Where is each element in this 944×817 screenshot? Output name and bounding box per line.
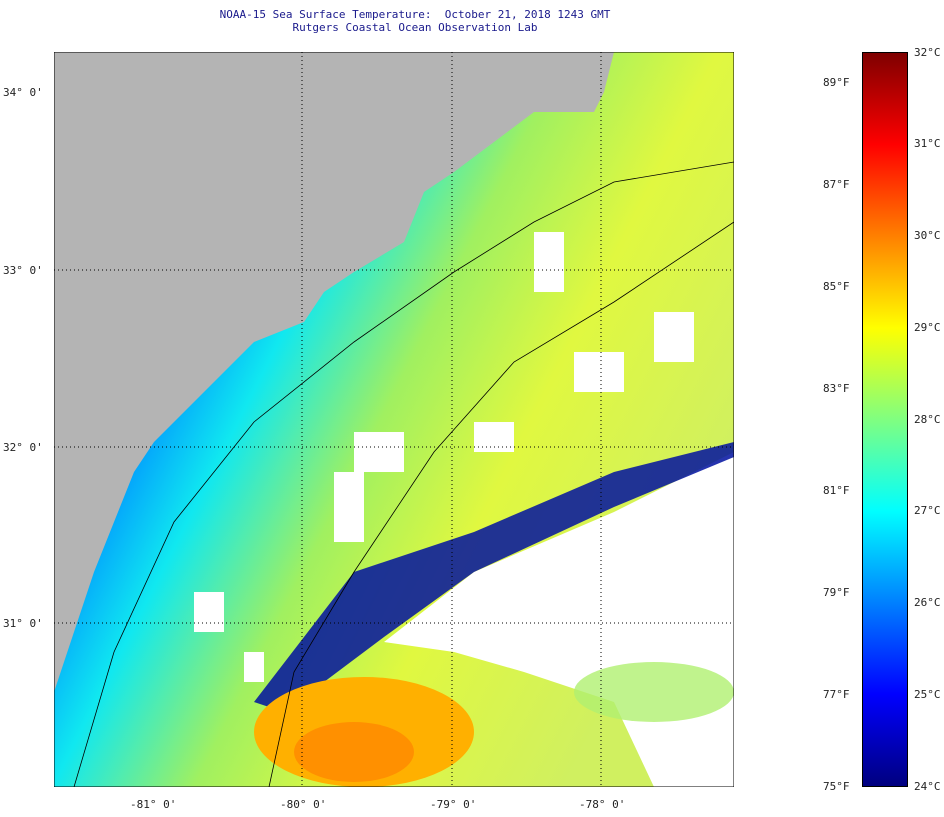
graticule [54,52,734,787]
celsius-label: 24°C [914,780,941,793]
lon-label: -81° 0' [130,798,177,811]
celsius-label: 32°C [914,46,941,59]
warm-patch [574,662,734,722]
land [54,52,614,692]
fahrenheit-label: 87°F [823,177,850,191]
fahrenheit-label: 85°F [823,279,850,293]
celsius-label: 29°C [914,320,941,334]
cold-band [254,442,734,712]
fahrenheit-label: 75°F [823,780,850,793]
lat-label: 33° 0' [3,264,43,277]
warm-patch [294,722,414,782]
colorbar [862,52,908,787]
map-subtitle: Rutgers Coastal Ocean Observation Lab [292,21,538,34]
fahrenheit-label: 81°F [823,483,850,497]
depth-contour [73,161,734,787]
celsius-label: 26°C [914,596,941,610]
lon-label: -78° 0' [579,798,626,811]
fahrenheit-label: 77°F [823,688,850,702]
fahrenheit-label: 83°F [823,381,850,395]
depth-contour [268,221,734,787]
lat-label: 32° 0' [3,441,43,454]
cloud-patches [194,232,694,682]
celsius-label: 31°C [914,136,941,150]
celsius-label: 28°C [914,412,941,426]
sst-map [54,52,734,787]
lat-label: 31° 0' [3,617,43,630]
celsius-label: 30°C [914,228,941,242]
map-title: NOAA-15 Sea Surface Temperature: October… [219,8,611,21]
lat-label: 34° 0' [3,86,43,99]
lon-label: -79° 0' [430,798,477,811]
fahrenheit-label: 79°F [823,586,850,600]
celsius-label: 25°C [914,688,941,702]
lon-label: -80° 0' [280,798,327,811]
celsius-label: 27°C [914,504,941,518]
fahrenheit-label: 89°F [823,75,850,89]
